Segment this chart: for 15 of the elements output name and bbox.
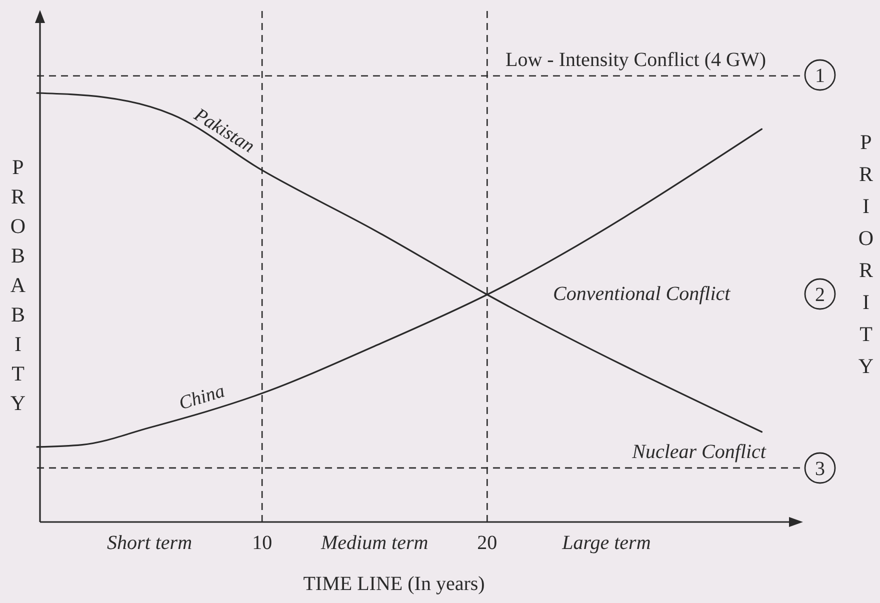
text: 3 (815, 458, 825, 480)
x-tick-label: 10 (252, 532, 272, 554)
text: 2 (815, 284, 825, 306)
text: China (176, 380, 228, 414)
x-tick-label: Large term (561, 532, 651, 554)
x-tick-label: Short term (107, 532, 192, 554)
x-axis-title: TIME LINE (In years) (303, 573, 485, 595)
x-tick-label: 20 (477, 532, 498, 554)
ref-line-label: Nuclear Conflict (631, 440, 766, 463)
ref-line-label: Low - Intensity Conflict (4 GW) (506, 48, 766, 71)
text: PROBABITY (10, 155, 26, 415)
y2-axis-title: PRIORITY (858, 130, 874, 378)
x-tick-label: Medium term (320, 532, 428, 554)
text: 1 (815, 65, 825, 87)
annotation: Conventional Conflict (553, 283, 731, 305)
